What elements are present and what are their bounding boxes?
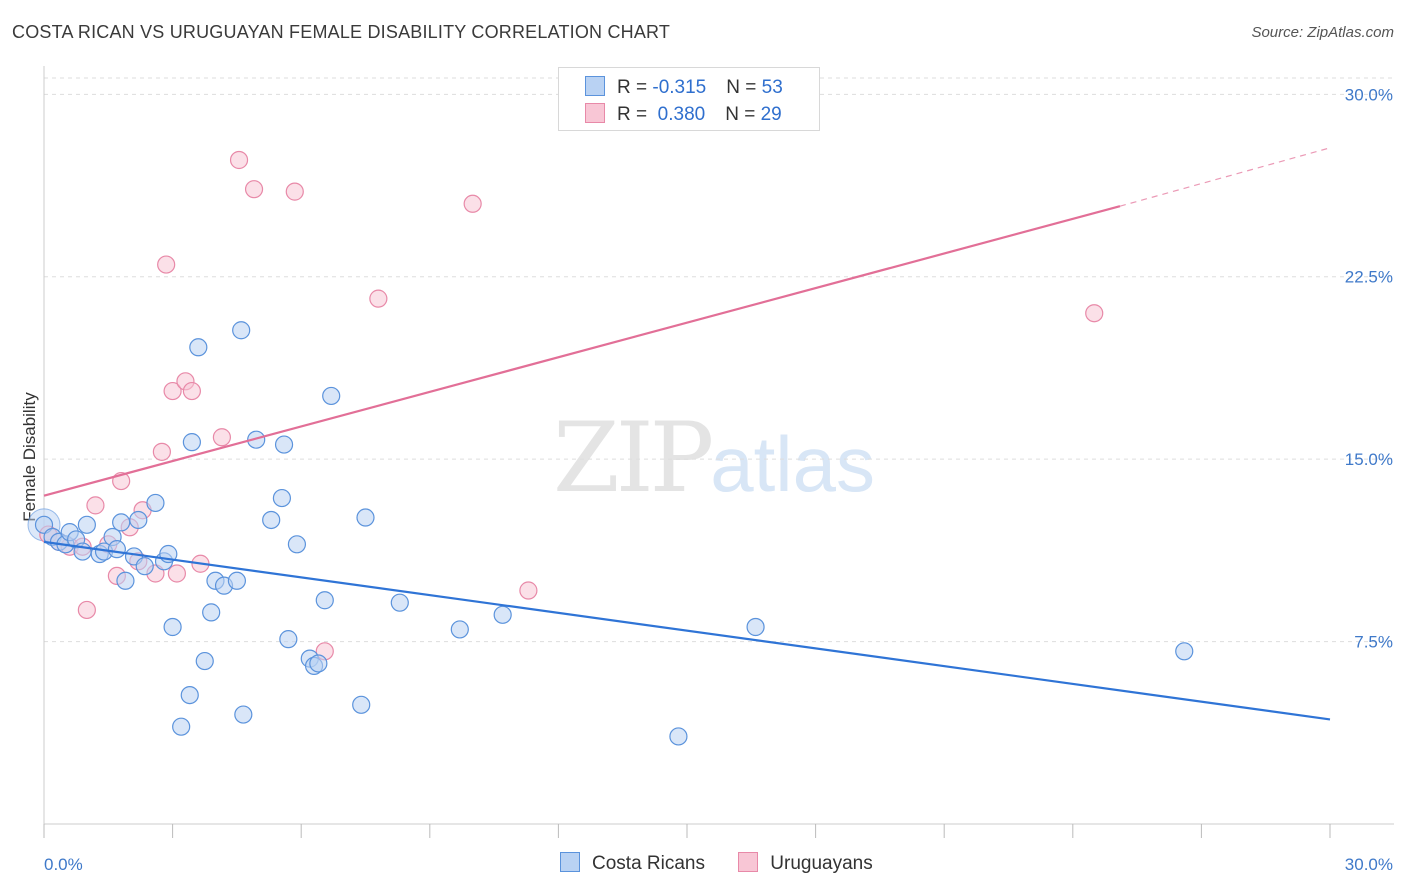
y-tick-label: 7.5% [1354, 633, 1393, 652]
legend-item-costa-ricans: Costa Ricans [560, 852, 705, 875]
data-point-costa-ricans [195, 651, 214, 671]
trendline-costa-ricans [43, 540, 1331, 721]
data-point-costa-ricans [116, 571, 135, 590]
data-point-uruguayans [163, 381, 182, 401]
legend-item-uruguayans: Uruguayans [738, 852, 873, 875]
blue-swatch [560, 852, 580, 872]
pink-swatch [585, 103, 605, 123]
blue-swatch [585, 76, 605, 96]
y-axis-label: Female Disability [20, 392, 39, 522]
x-tick-label: 30.0% [1345, 855, 1393, 874]
r-value: -0.315 [652, 77, 707, 98]
r-label: R = [617, 104, 653, 125]
data-point-uruguayans [1085, 304, 1104, 323]
y-tick-label: 15.0% [1345, 450, 1393, 469]
data-point-uruguayans [212, 428, 231, 447]
data-point-costa-ricans [202, 603, 221, 622]
data-point-costa-ricans [112, 513, 131, 532]
r-value: 0.380 [652, 104, 706, 125]
n-label: N = [726, 77, 762, 98]
data-point-costa-ricans [272, 488, 292, 508]
data-point-costa-ricans [1175, 642, 1194, 661]
data-point-costa-ricans [356, 508, 375, 527]
data-point-uruguayans [86, 496, 105, 515]
data-point-costa-ricans [163, 617, 182, 637]
stats-legend-row-pink: R = 0.380 N = 29 [585, 103, 782, 126]
data-point-uruguayans [369, 289, 388, 308]
y-tick-label: 30.0% [1345, 85, 1393, 104]
data-point-uruguayans [157, 255, 176, 274]
trendline-uruguayans-extension [1119, 147, 1331, 207]
watermark-zip: ZIP [553, 402, 714, 514]
data-point-uruguayans [229, 150, 249, 170]
source-label: Source: ZipAtlas.com [1251, 24, 1394, 41]
data-point-costa-ricans [77, 515, 96, 534]
data-point-costa-ricans [234, 705, 253, 724]
data-point-costa-ricans [129, 510, 148, 530]
data-point-uruguayans [285, 182, 304, 201]
data-point-costa-ricans [322, 386, 341, 406]
stats-legend: R = -0.315 N = 53 R = 0.380 N = 29 [558, 67, 820, 131]
n-value: 29 [760, 104, 782, 125]
r-label: R = [617, 77, 653, 98]
trendline-uruguayans [43, 205, 1121, 497]
n-label: N = [725, 104, 761, 125]
x-tick-label: 0.0% [44, 855, 83, 874]
data-point-costa-ricans [315, 591, 334, 610]
legend-label: Costa Ricans [592, 853, 705, 874]
watermark-atlas: atlas [710, 420, 875, 508]
data-point-uruguayans [244, 180, 264, 199]
n-value: 53 [761, 77, 783, 98]
data-point-costa-ricans [746, 617, 765, 637]
legend-label: Uruguayans [770, 853, 873, 874]
data-point-costa-ricans [352, 695, 371, 714]
data-point-costa-ricans [390, 593, 409, 612]
data-point-uruguayans [167, 564, 186, 583]
chart-title: COSTA RICAN VS URUGUAYAN FEMALE DISABILI… [12, 22, 671, 42]
data-point-costa-ricans [189, 338, 208, 357]
data-point-costa-ricans [309, 654, 328, 673]
data-point-costa-ricans [274, 435, 294, 454]
data-point-costa-ricans [450, 620, 469, 639]
data-point-costa-ricans [182, 433, 201, 452]
data-point-costa-ricans [279, 630, 298, 649]
y-tick-label: 22.5% [1345, 268, 1393, 287]
data-point-costa-ricans [287, 535, 307, 554]
data-point-costa-ricans [227, 571, 246, 590]
data-point-costa-ricans [262, 510, 281, 530]
data-point-costa-ricans [669, 727, 688, 746]
pink-swatch [738, 852, 759, 872]
data-point-uruguayans [463, 194, 482, 213]
data-point-costa-ricans [180, 685, 199, 705]
data-point-costa-ricans [172, 717, 191, 736]
data-point-costa-ricans [107, 540, 126, 559]
data-point-uruguayans [182, 381, 201, 401]
data-point-costa-ricans [493, 605, 512, 624]
stats-legend-row-blue: R = -0.315 N = 53 [585, 76, 783, 99]
data-point-costa-ricans [146, 493, 165, 513]
data-point-costa-ricans [135, 557, 154, 576]
data-point-costa-ricans [232, 321, 251, 340]
data-point-uruguayans [152, 442, 171, 461]
data-point-uruguayans [519, 581, 538, 600]
watermark: ZIPatlas [553, 402, 875, 514]
data-point-uruguayans [77, 600, 96, 620]
series-legend: Costa Ricans Uruguayans [560, 852, 901, 875]
